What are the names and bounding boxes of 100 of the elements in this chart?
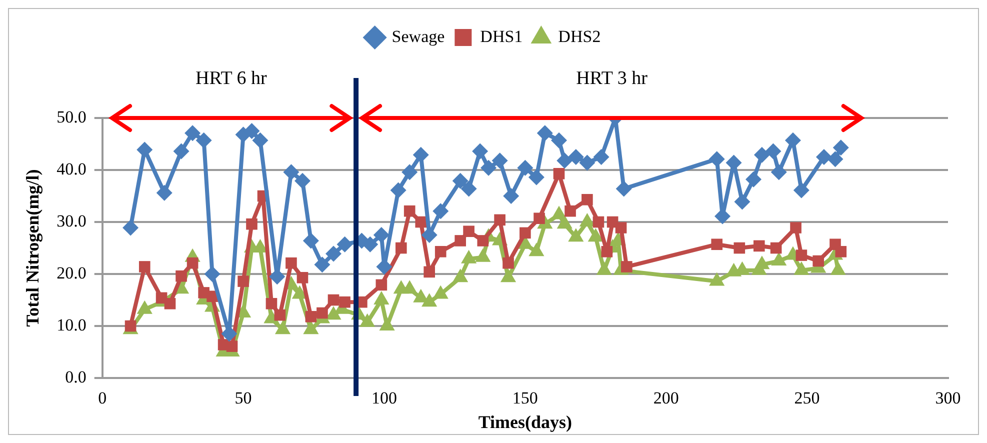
point: [835, 246, 847, 258]
point: [620, 261, 632, 272]
point: [765, 143, 782, 160]
point: [784, 132, 801, 148]
point: [754, 256, 770, 270]
point: [296, 272, 308, 284]
point: [711, 238, 723, 250]
point: [274, 320, 291, 334]
point: [286, 257, 297, 269]
point: [709, 272, 725, 286]
text: HRT 6 hr: [194, 68, 268, 90]
point: [460, 180, 477, 197]
point: [536, 125, 553, 142]
point: [556, 152, 573, 169]
x-tick-label: 0: [98, 388, 107, 408]
point: [461, 250, 477, 264]
point: [424, 266, 435, 278]
point: [412, 146, 429, 163]
point: [593, 149, 610, 165]
point: [790, 222, 802, 234]
point: [770, 242, 782, 254]
point: [753, 240, 765, 252]
legend-label: DHS2: [558, 26, 601, 46]
point: [246, 218, 258, 230]
point: [422, 293, 438, 307]
point: [528, 169, 544, 186]
point: [452, 172, 468, 189]
point: [336, 236, 353, 252]
point: [390, 182, 406, 198]
point: [204, 266, 220, 282]
point: [186, 257, 198, 269]
point: [395, 242, 407, 254]
point: [325, 246, 342, 262]
x-tick-label: 250: [794, 388, 820, 408]
point: [415, 216, 427, 228]
x-tick-label: 50: [234, 388, 252, 408]
point: [830, 261, 846, 275]
y-tick-label: 20.0: [56, 263, 86, 282]
legend-label: Sewage: [392, 26, 445, 46]
point: [596, 261, 612, 275]
point: [196, 132, 212, 148]
point: [616, 180, 632, 197]
point: [796, 250, 808, 261]
point: [754, 146, 770, 163]
point: [305, 310, 317, 322]
point: [432, 285, 448, 299]
point: [434, 246, 446, 258]
point: [794, 261, 810, 275]
point: [564, 205, 576, 217]
point: [314, 256, 330, 273]
point: [136, 142, 153, 158]
point: [452, 268, 468, 282]
point: [734, 194, 750, 210]
x-tick-label: 300: [935, 388, 961, 408]
point: [832, 140, 849, 156]
point: [122, 220, 139, 236]
point: [360, 313, 376, 327]
point: [556, 215, 572, 229]
point: [362, 236, 378, 252]
point: [520, 227, 531, 239]
point: [302, 232, 319, 249]
point: [303, 320, 319, 334]
point: [592, 216, 604, 228]
point: [827, 151, 844, 168]
point: [339, 296, 350, 308]
y-tick-label: 50.0: [56, 107, 86, 126]
point: [579, 154, 596, 171]
point: [568, 228, 584, 242]
point: [252, 132, 268, 148]
point: [379, 317, 395, 330]
point: [374, 291, 390, 304]
y-tick-label: 40.0: [56, 159, 86, 178]
point: [266, 298, 278, 310]
point: [475, 248, 491, 262]
point: [138, 261, 150, 272]
point: [601, 246, 613, 258]
point: [454, 235, 466, 246]
y-tick-label: 0.0: [65, 367, 86, 386]
point: [517, 160, 534, 176]
y-tick-label: 30.0: [56, 211, 86, 230]
point: [551, 132, 567, 148]
x-tick-label: 150: [512, 388, 538, 408]
point: [816, 149, 832, 165]
text: HRT 3 hr: [575, 68, 648, 90]
point: [746, 171, 762, 188]
point: [402, 164, 418, 180]
point: [472, 143, 488, 160]
point: [328, 294, 340, 306]
point: [477, 235, 489, 246]
point: [432, 203, 449, 220]
point: [708, 151, 725, 168]
point: [283, 164, 300, 180]
point: [136, 300, 152, 314]
point: [494, 214, 506, 226]
y-axis-title: Total Nitrogen(mg/l): [22, 169, 42, 327]
point: [480, 160, 497, 176]
point: [376, 279, 388, 291]
point: [770, 164, 787, 180]
point: [463, 226, 474, 238]
point: [176, 270, 187, 282]
